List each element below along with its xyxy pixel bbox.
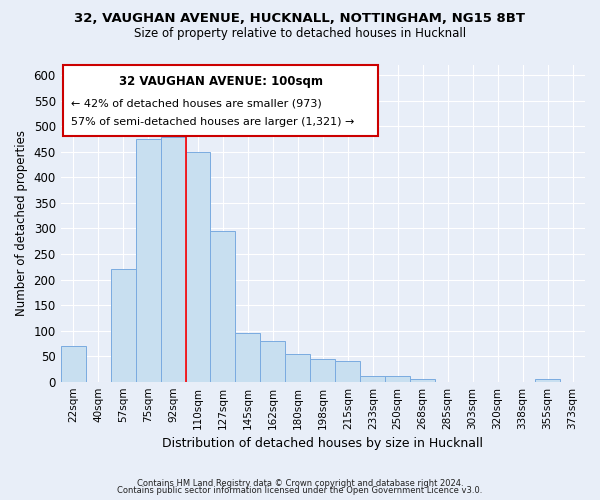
Bar [335, 361, 360, 382]
Bar [61, 346, 86, 382]
Bar [260, 341, 286, 382]
Bar [161, 136, 185, 382]
Text: Size of property relative to detached houses in Hucknall: Size of property relative to detached ho… [134, 28, 466, 40]
Bar [110, 270, 136, 382]
Bar [310, 358, 335, 382]
Y-axis label: Number of detached properties: Number of detached properties [15, 130, 28, 316]
Text: Contains public sector information licensed under the Open Government Licence v3: Contains public sector information licen… [118, 486, 482, 495]
Text: 57% of semi-detached houses are larger (1,321) →: 57% of semi-detached houses are larger (… [71, 118, 355, 128]
Text: 32 VAUGHAN AVENUE: 100sqm: 32 VAUGHAN AVENUE: 100sqm [119, 74, 323, 88]
FancyBboxPatch shape [63, 65, 378, 136]
Bar [185, 152, 211, 382]
Bar [211, 231, 235, 382]
Bar [535, 379, 560, 382]
Bar [410, 379, 435, 382]
Bar [136, 139, 161, 382]
Text: Contains HM Land Registry data © Crown copyright and database right 2024.: Contains HM Land Registry data © Crown c… [137, 478, 463, 488]
Bar [385, 376, 410, 382]
Bar [360, 376, 385, 382]
Text: 32, VAUGHAN AVENUE, HUCKNALL, NOTTINGHAM, NG15 8BT: 32, VAUGHAN AVENUE, HUCKNALL, NOTTINGHAM… [74, 12, 526, 26]
X-axis label: Distribution of detached houses by size in Hucknall: Distribution of detached houses by size … [163, 437, 484, 450]
Bar [286, 354, 310, 382]
Bar [235, 333, 260, 382]
Text: ← 42% of detached houses are smaller (973): ← 42% of detached houses are smaller (97… [71, 98, 322, 108]
